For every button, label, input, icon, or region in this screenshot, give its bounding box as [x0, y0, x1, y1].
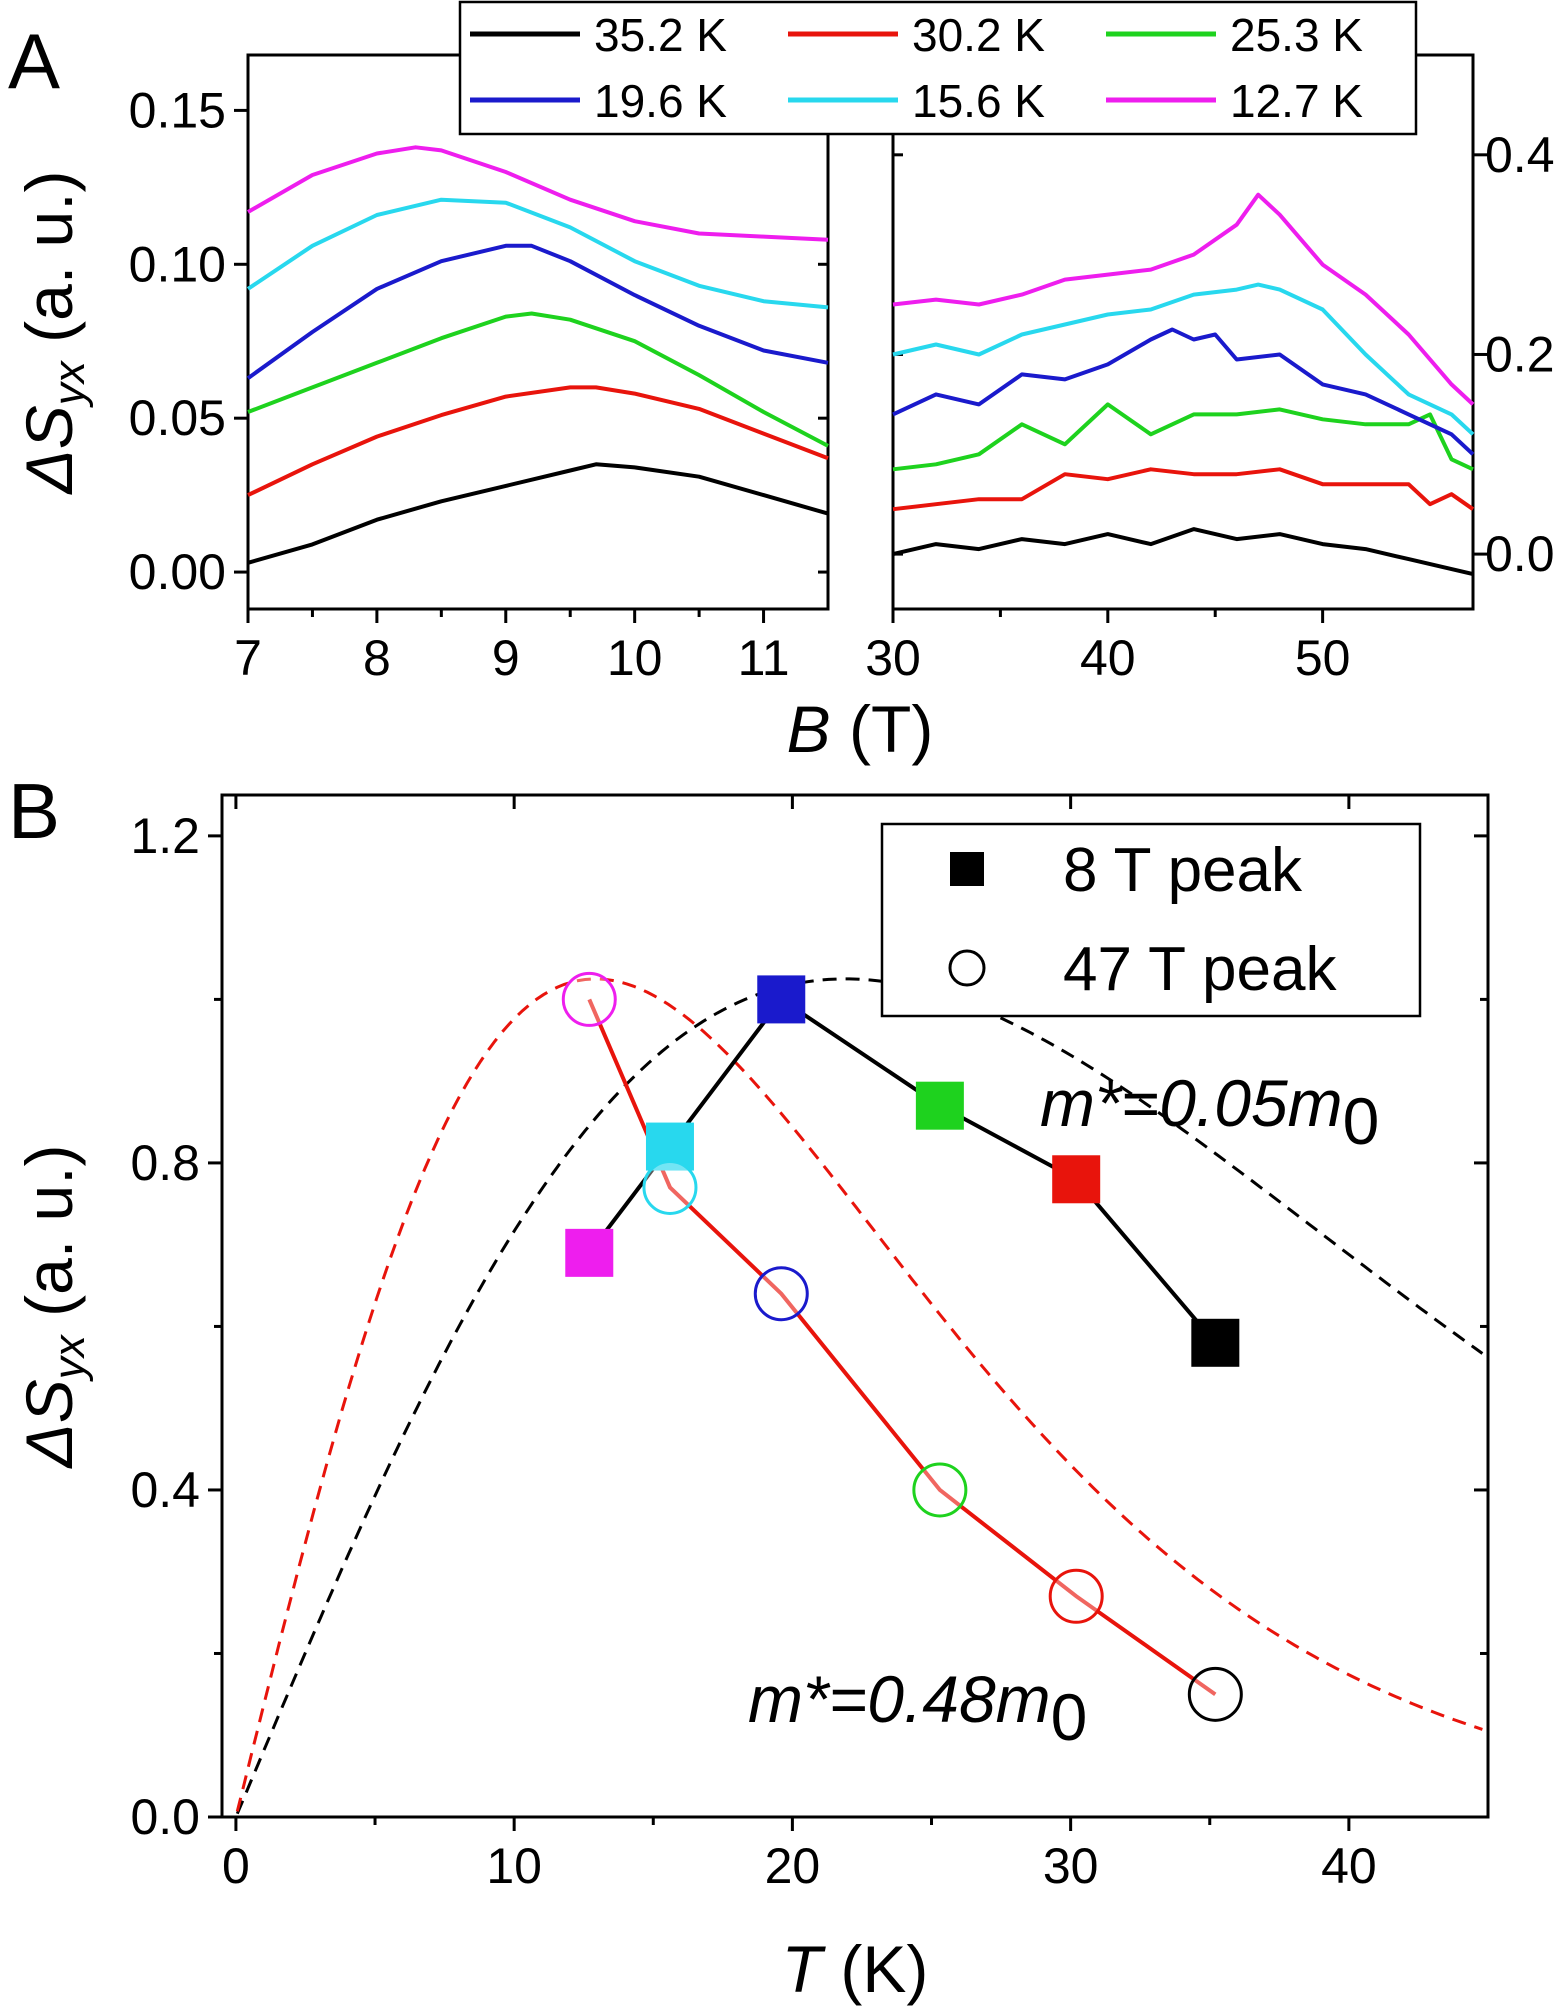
fit-label-005: m*=0.05m0 — [1040, 1066, 1379, 1158]
panel-b-y-axis-title: ΔSyx (a. u.) — [12, 1144, 94, 1469]
panel-b-xtick-label: 40 — [1321, 1838, 1377, 1894]
panel-a-right-xtick-label: 30 — [865, 630, 921, 686]
panel-b-ytick-label: 0.8 — [130, 1135, 200, 1191]
series-low-352k — [248, 464, 828, 563]
series-high-302k — [893, 469, 1473, 509]
legend-label: 19.6 K — [594, 75, 727, 127]
panel-a-right-ytick-label: 0.4 — [1485, 127, 1555, 183]
panel-a-right-frame — [893, 55, 1473, 609]
series-low-196k — [248, 246, 828, 378]
panel-a-letter: A — [8, 17, 60, 105]
panel-b-ytick-label: 1.2 — [130, 808, 200, 864]
panel-a-right-ytick-label: 0.2 — [1485, 326, 1555, 382]
panel-a-right-xtick-label: 40 — [1080, 630, 1136, 686]
series-high-156k — [893, 285, 1473, 435]
circle-point — [644, 1161, 696, 1213]
series-low-127k — [248, 147, 828, 239]
series-high-196k — [893, 330, 1473, 455]
panel-b-xtick-label: 20 — [765, 1838, 821, 1894]
panel-b-ytick-label: 0.0 — [130, 1789, 200, 1845]
legend-47t-label: 47 T peak — [1063, 935, 1337, 1004]
panel-a-left-frame — [248, 55, 828, 609]
square-point — [916, 1082, 964, 1130]
panel-a-right-ytick-label: 0.0 — [1485, 526, 1555, 582]
panel-a-x-axis-title: B (T) — [787, 692, 934, 766]
legend-label: 15.6 K — [912, 75, 1045, 127]
circle-point — [1050, 1570, 1102, 1622]
series-high-352k — [893, 529, 1473, 574]
panel-a-left-xtick-label: 10 — [607, 630, 663, 686]
panel-a-left-xtick-label: 9 — [492, 630, 520, 686]
panel-a-left-xtick-label: 8 — [363, 630, 391, 686]
circle-point — [1189, 1668, 1241, 1720]
panel-a-left-ticks: 7 8 9 10 11 0.00 0.05 0.10 0.15 — [129, 82, 828, 686]
fit-label-048: m*=0.48m0 — [748, 1662, 1087, 1754]
panel-b-legend: 8 T peak 47 T peak — [882, 824, 1420, 1016]
panel-a-right-xtick-label: 50 — [1295, 630, 1351, 686]
panel-b-x-axis-title: T (K) — [782, 1932, 929, 2006]
series-high-253k — [893, 404, 1473, 469]
panel-a-left-ytick-label: 0.15 — [129, 82, 226, 138]
panel-a-left-xtick-label: 11 — [738, 630, 790, 686]
panel-a-left-ytick-label: 0.05 — [129, 390, 226, 446]
legend-square-marker — [950, 852, 984, 886]
series-low-156k — [248, 200, 828, 308]
square-point — [1191, 1319, 1239, 1367]
panel-a-left-ytick-label: 0.00 — [129, 544, 226, 600]
legend-label: 12.7 K — [1230, 75, 1363, 127]
legend-label: 25.3 K — [1230, 9, 1363, 61]
panel-a-left-series — [248, 147, 828, 563]
panel-a-left-xtick-label: 7 — [234, 630, 262, 686]
panel-a-right-ticks: 30 40 50 0.0 0.2 0.4 — [865, 127, 1554, 686]
panel-b-ytick-label: 0.4 — [130, 1462, 200, 1518]
panel-a-right-series — [893, 195, 1473, 574]
square-point — [757, 975, 805, 1023]
panel-a-y-axis-title: ΔSyx (a. u.) — [12, 170, 94, 495]
legend-8t-label: 8 T peak — [1063, 836, 1303, 905]
square-point — [565, 1229, 613, 1277]
panel-b-xtick-label: 0 — [222, 1838, 250, 1894]
square-point — [1052, 1155, 1100, 1203]
legend-label: 35.2 K — [594, 9, 727, 61]
panel-b-letter: B — [8, 767, 60, 855]
panel-b-xtick-label: 30 — [1043, 1838, 1099, 1894]
circle-point — [563, 973, 615, 1025]
circle-point — [914, 1464, 966, 1516]
legend-label: 30.2 K — [912, 9, 1045, 61]
panel-a-left-ytick-label: 0.10 — [129, 236, 226, 292]
panel-a-legend: 35.2 K 30.2 K 25.3 K 19.6 K 15.6 K 12.7 K — [460, 2, 1416, 134]
circle-point — [755, 1268, 807, 1320]
panel-b-xtick-label: 10 — [486, 1838, 542, 1894]
